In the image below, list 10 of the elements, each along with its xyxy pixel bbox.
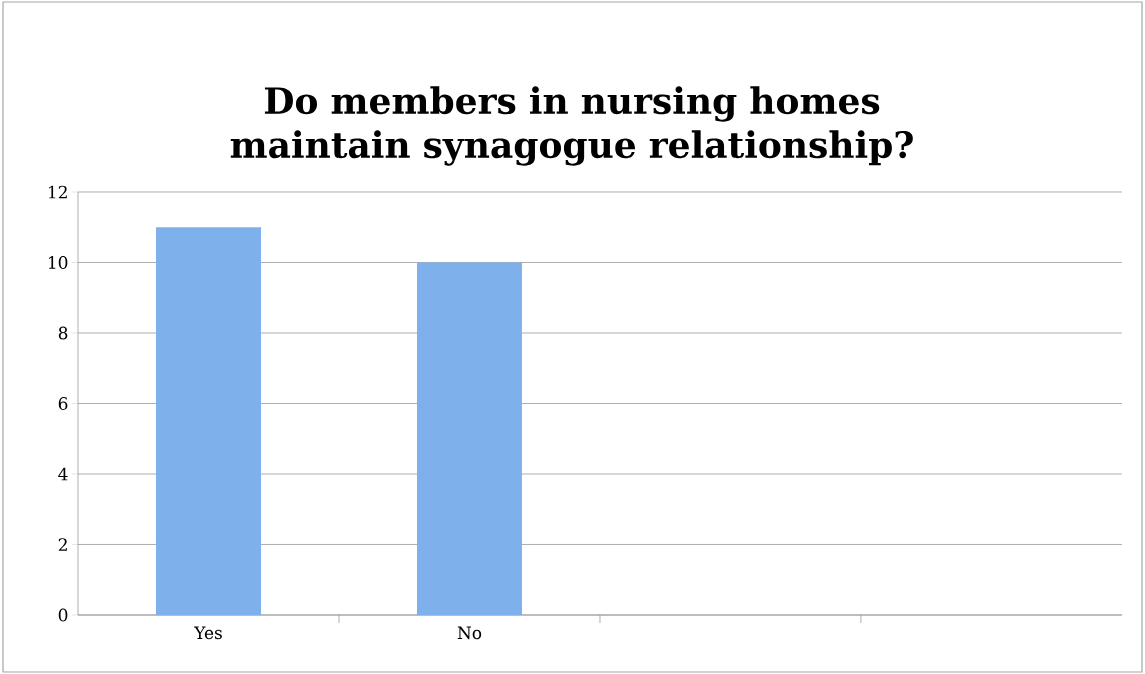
y-tick-label: 6	[58, 397, 68, 410]
chart-title: Do members in nursing homes maintain synagogue relationship?	[230, 86, 913, 166]
x-tick-label: No	[457, 626, 482, 640]
y-tick-label: 4	[58, 467, 68, 481]
y-tick-label: 2	[58, 538, 67, 551]
y-tick-label: 0	[58, 608, 68, 622]
y-tick-label: 10	[48, 256, 68, 269]
y-tick-label: 8	[58, 326, 68, 340]
x-tick-label: Yes	[194, 626, 222, 640]
y-tick-label: 12	[48, 185, 67, 199]
